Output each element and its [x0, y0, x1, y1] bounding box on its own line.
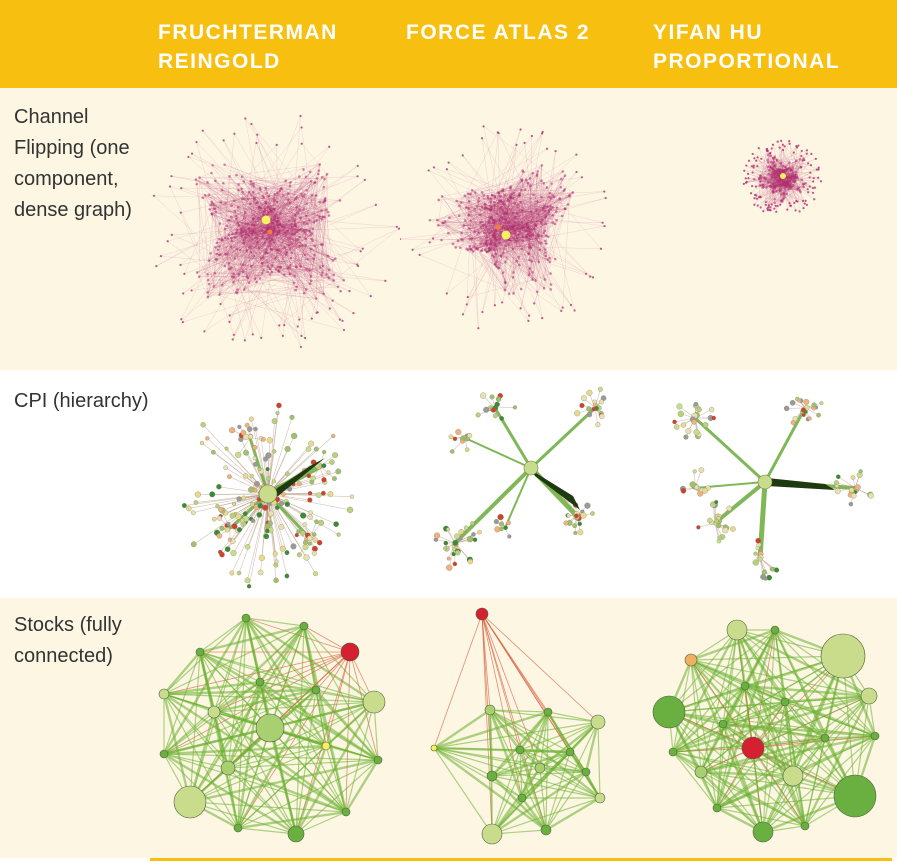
edges	[162, 616, 380, 836]
graph-stocks-yifanhu	[645, 602, 895, 852]
bottom-rule	[150, 858, 892, 861]
graph-channel-flipping-forceatlas	[400, 92, 650, 364]
graph-channel-flipping-yifanhu	[650, 92, 895, 364]
graph-channel-flipping-fruchterman	[150, 92, 400, 364]
hub-node	[495, 224, 501, 230]
nodes	[400, 125, 607, 330]
hub-node	[780, 173, 786, 179]
edges	[153, 115, 400, 348]
heavy-edge	[531, 470, 580, 510]
graph-cpi-forceatlas	[405, 378, 645, 590]
graph-cpi-fruchterman	[160, 378, 390, 590]
hub-node	[267, 229, 273, 235]
hub-node	[501, 230, 511, 240]
nodes	[652, 619, 880, 843]
header-bar: FRUCHTERMAN REINGOLD FORCE ATLAS 2 YIFAN…	[0, 0, 897, 88]
graph-cpi-yifanhu	[655, 378, 890, 590]
row-label-cpi: CPI (hierarchy)	[14, 390, 149, 412]
row-channel-flipping: Channel Flipping (one component, dense g…	[0, 88, 897, 370]
root-node	[757, 474, 773, 490]
edges	[433, 613, 602, 836]
root-node	[258, 484, 278, 504]
column-title-fruchterman-reingold: FRUCHTERMAN REINGOLD	[158, 21, 338, 73]
root-node	[523, 460, 539, 476]
graph-stocks-fruchterman	[150, 602, 400, 852]
nodes	[672, 396, 875, 581]
nodes	[430, 607, 606, 845]
nodes	[158, 613, 386, 843]
hub-node	[261, 215, 271, 225]
heavy-edge	[260, 458, 325, 500]
edges	[435, 389, 604, 568]
row-label-stocks: Stocks (fully connected)	[14, 614, 122, 667]
nodes	[152, 114, 400, 349]
column-title-yifan-hu-proportional: YIFAN HU PROPORTIONAL	[653, 21, 841, 73]
heavy-edge	[767, 478, 835, 490]
graph-stocks-forceatlas	[400, 602, 650, 852]
row-label-channel-flipping: Channel Flipping (one component, dense g…	[14, 106, 132, 221]
column-title-force-atlas-2: FORCE ATLAS 2	[406, 21, 591, 44]
